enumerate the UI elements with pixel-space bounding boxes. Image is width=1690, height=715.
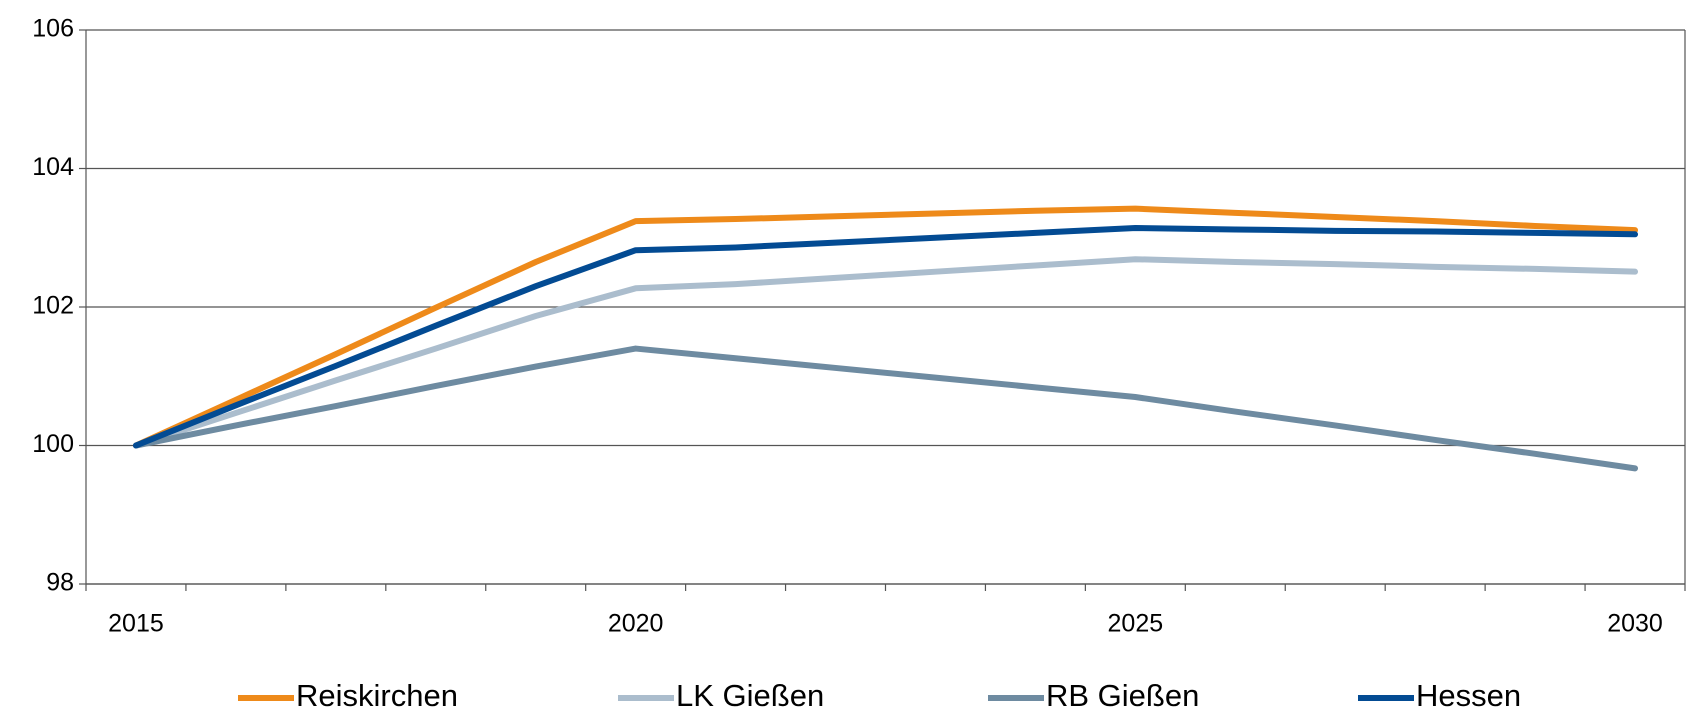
legend-label: Hessen <box>1416 678 1521 713</box>
y-tick-label: 106 <box>32 15 74 43</box>
series-line <box>132 205 1639 449</box>
series-line <box>132 256 1639 449</box>
series-line <box>132 345 1639 472</box>
x-tick-label: 2025 <box>1108 610 1164 638</box>
series-line <box>132 225 1639 449</box>
legend-label: LK Gießen <box>676 678 824 713</box>
legend-label: Reiskirchen <box>296 678 458 713</box>
y-tick-label: 100 <box>32 430 74 458</box>
y-tick-label: 102 <box>32 292 74 320</box>
legend-label: RB Gießen <box>1046 678 1199 713</box>
legend: Reiskirchen LK Gießen RB Gießen Hessen <box>238 678 1521 713</box>
x-tick-label: 2015 <box>108 610 164 638</box>
plot-area: 98 100 102 104 106 2015 2020 2025 2030 <box>32 15 1686 638</box>
y-tick-label: 98 <box>46 569 74 597</box>
y-tick-label: 104 <box>32 153 74 181</box>
x-tick-label: 2020 <box>608 610 664 638</box>
x-tick-label: 2030 <box>1607 610 1663 638</box>
